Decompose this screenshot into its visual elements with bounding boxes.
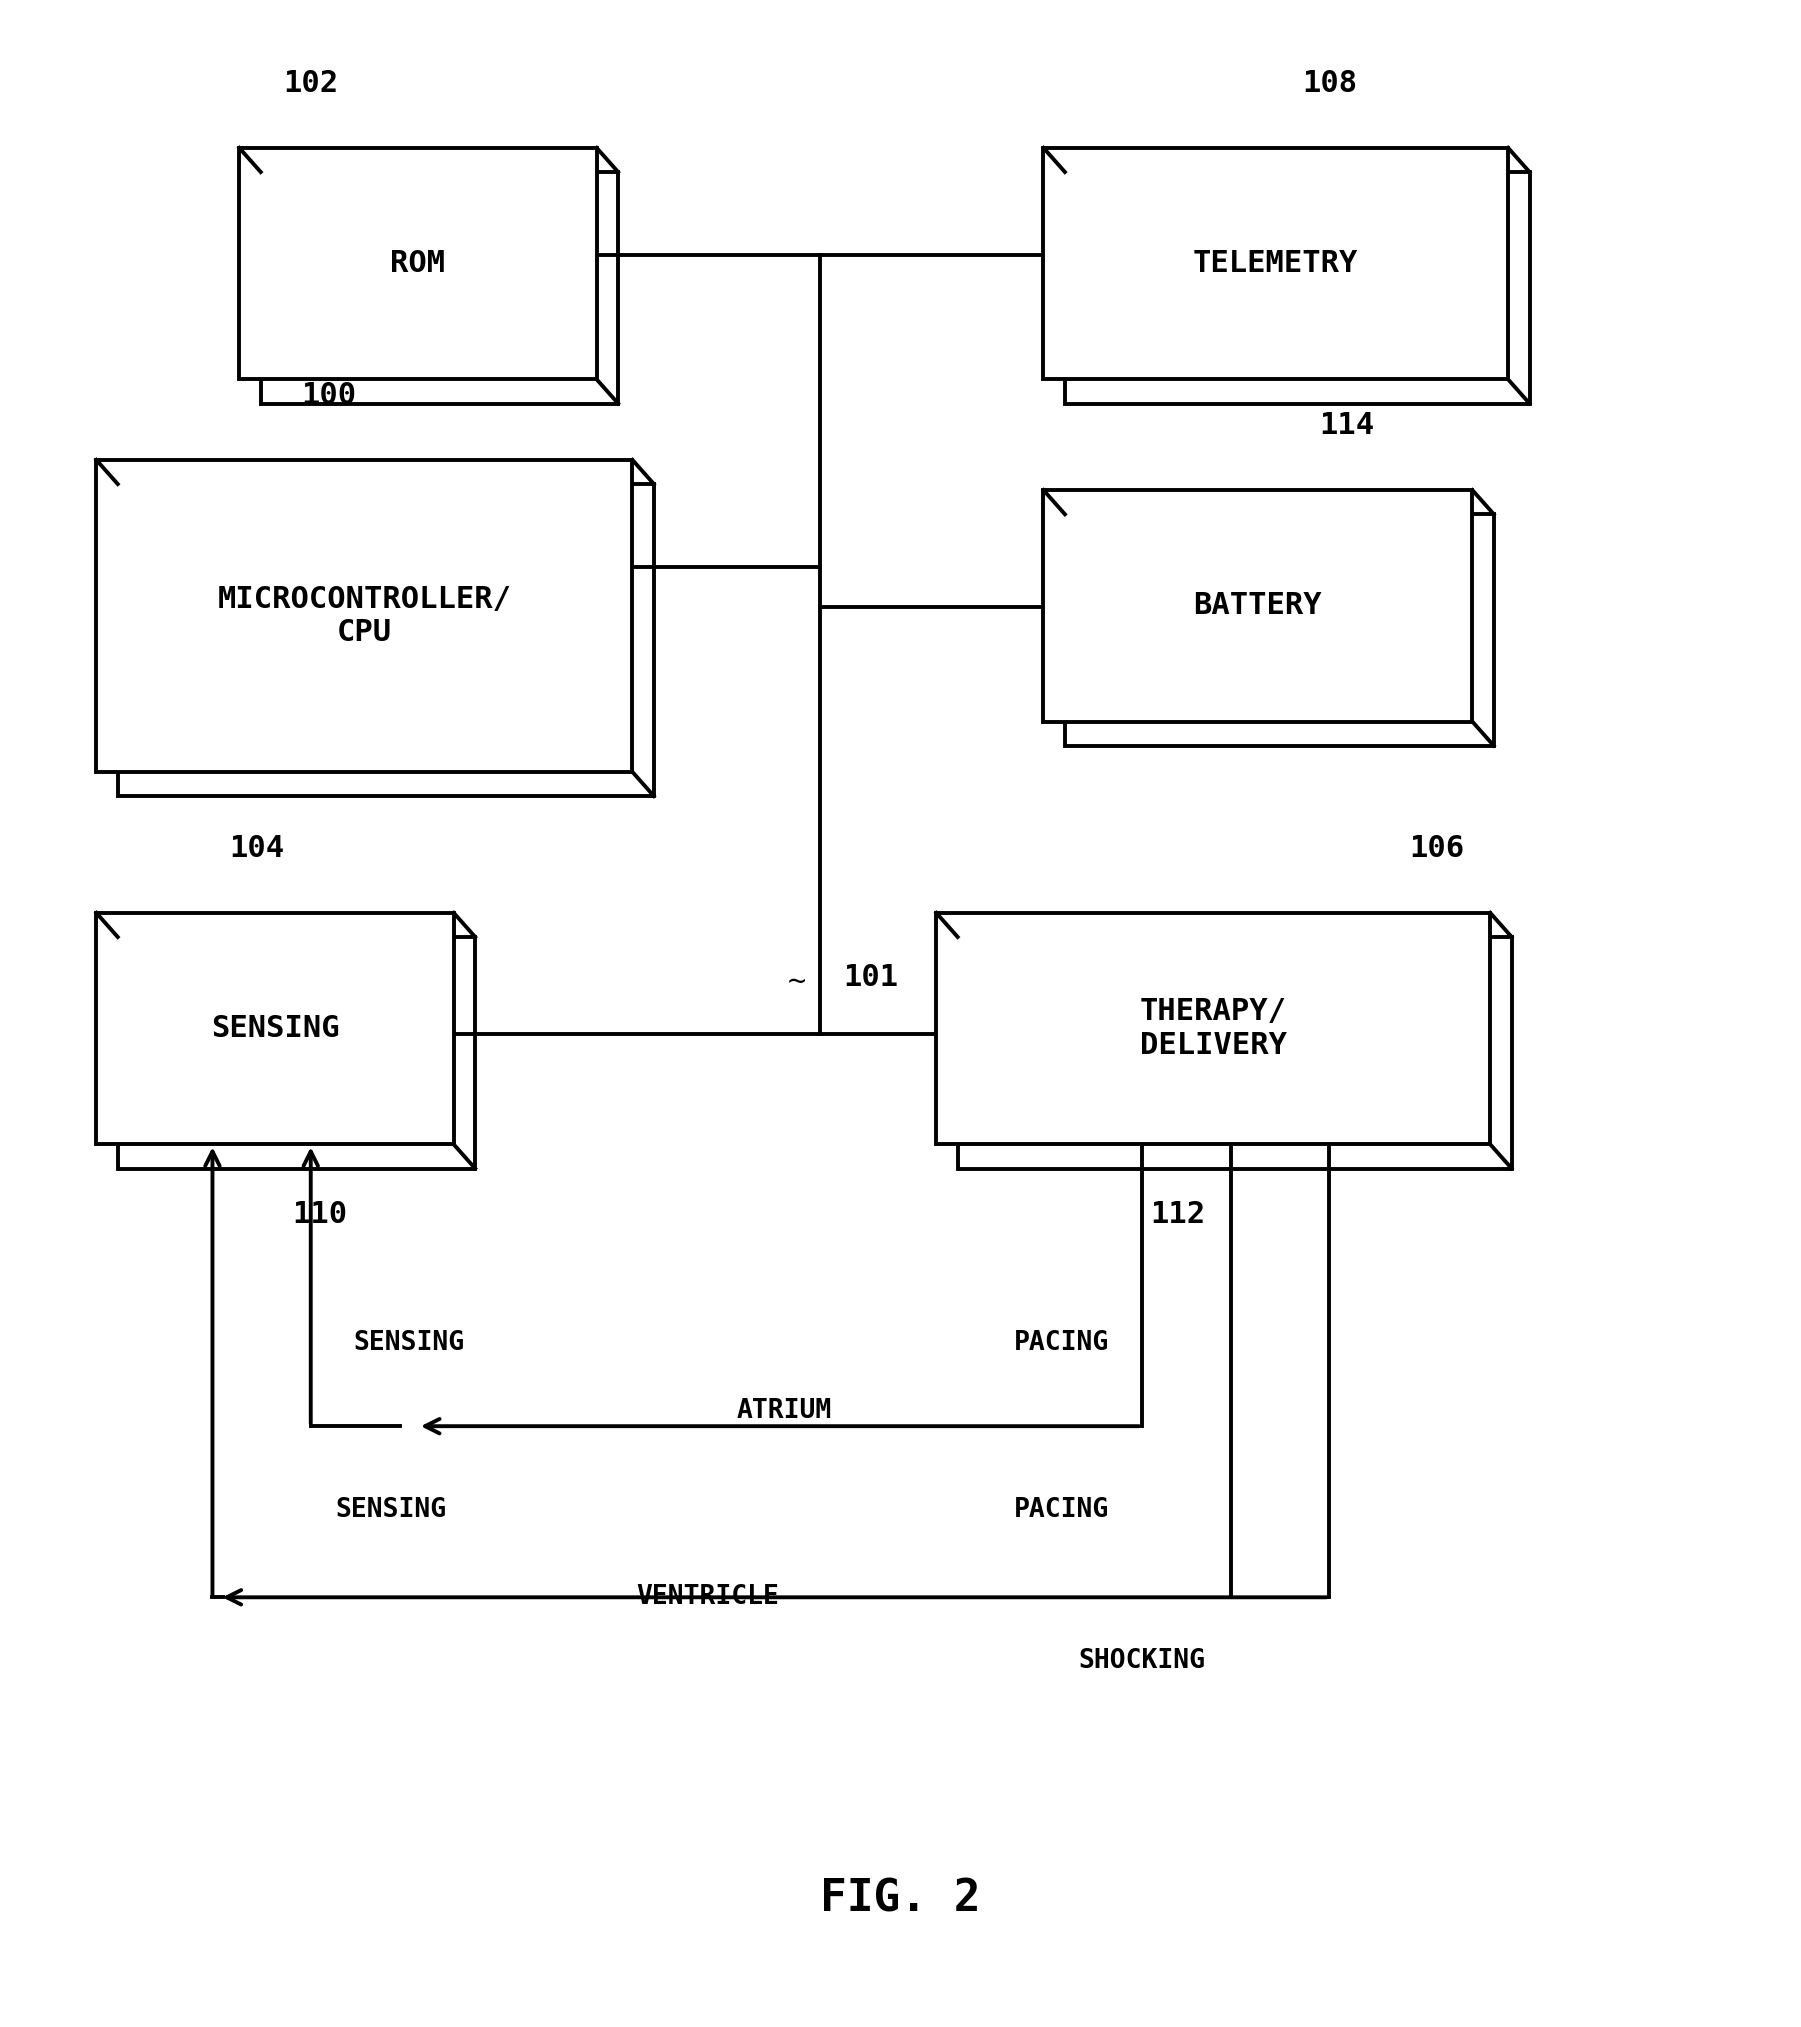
Bar — [958, 936, 1511, 1168]
Text: SENSING: SENSING — [335, 1496, 447, 1522]
Text: THERAPY/
DELIVERY: THERAPY/ DELIVERY — [1140, 997, 1286, 1060]
Bar — [117, 484, 654, 797]
Text: SHOCKING: SHOCKING — [1079, 1648, 1205, 1674]
Bar — [937, 912, 1489, 1145]
Text: SENSING: SENSING — [211, 1014, 339, 1044]
Bar — [117, 936, 475, 1168]
Text: ~: ~ — [787, 967, 805, 995]
Text: BATTERY: BATTERY — [1194, 592, 1322, 620]
Text: PACING: PACING — [1014, 1330, 1109, 1356]
Text: 108: 108 — [1302, 69, 1356, 97]
Text: 106: 106 — [1408, 833, 1464, 864]
Text: TELEMETRY: TELEMETRY — [1192, 249, 1358, 278]
Text: MICROCONTROLLER/
CPU: MICROCONTROLLER/ CPU — [218, 584, 511, 647]
Text: 114: 114 — [1320, 411, 1374, 440]
Bar — [240, 148, 596, 379]
Bar — [95, 912, 454, 1145]
Text: 101: 101 — [843, 963, 899, 991]
Text: ROM: ROM — [391, 249, 445, 278]
Bar — [1043, 491, 1473, 722]
Text: SENSING: SENSING — [353, 1330, 465, 1356]
Bar — [1064, 172, 1529, 403]
Text: 102: 102 — [283, 69, 339, 97]
Text: 100: 100 — [301, 381, 357, 409]
Bar — [1043, 148, 1507, 379]
Text: 104: 104 — [229, 833, 285, 864]
Text: FIG. 2: FIG. 2 — [819, 1877, 982, 1922]
Text: 110: 110 — [292, 1200, 348, 1228]
Bar — [261, 172, 618, 403]
Text: VENTRICLE: VENTRICLE — [636, 1585, 778, 1609]
Bar — [1064, 515, 1493, 746]
Text: 112: 112 — [1151, 1200, 1207, 1228]
Text: PACING: PACING — [1014, 1496, 1109, 1522]
Bar — [95, 460, 632, 772]
Text: ATRIUM: ATRIUM — [737, 1399, 832, 1425]
